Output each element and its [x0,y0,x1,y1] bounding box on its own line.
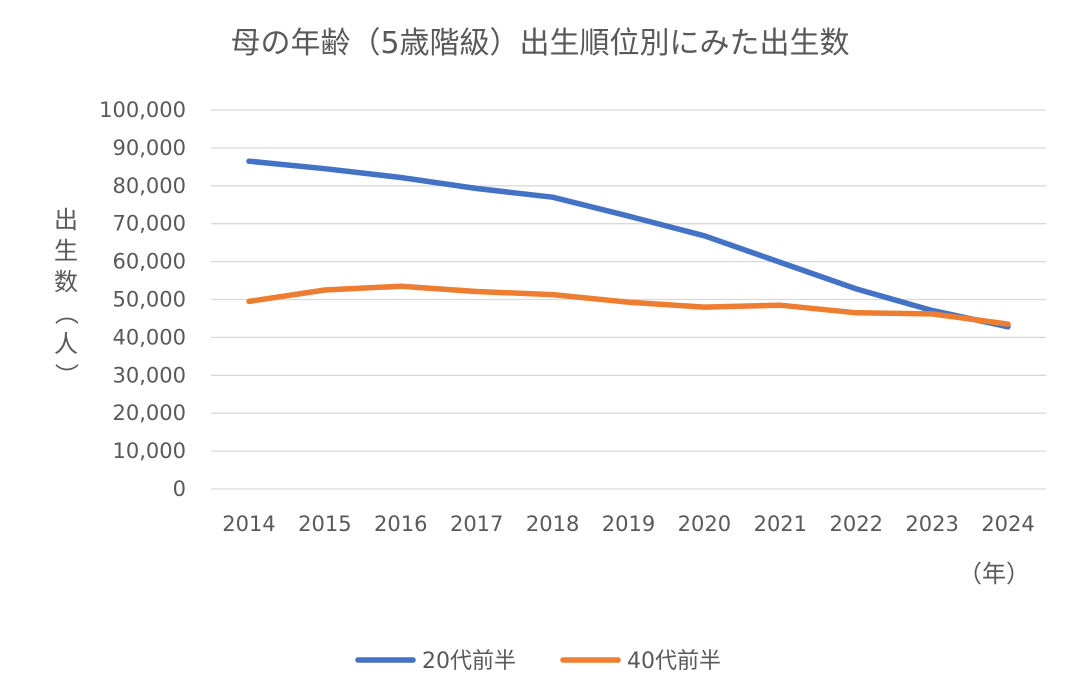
y-axis-title-char: 出 [54,206,78,234]
x-tick-label: 2023 [905,512,958,536]
y-axis-title-char: （ [52,301,80,325]
y-tick-label: 90,000 [113,136,186,160]
legend-label: 40代前半 [627,649,721,674]
y-axis-tick-labels: 0 10,000 20,000 30,000 40,000 50,000 60,000 70,… [99,98,186,501]
x-tick-label: 2017 [450,512,503,536]
y-tick-label: 30,000 [113,363,186,387]
series-line-1 [246,158,1011,330]
x-axis-tick-labels: 2014 2015 2016 2017 2018 2019 2020 2021 2022 2023… [222,512,1035,536]
x-axis-title: （年） [958,560,1030,588]
y-tick-label: 100,000 [99,98,186,122]
x-tick-label: 2014 [222,512,275,536]
y-axis-title-char: 生 [54,237,78,265]
legend: 20代前半 40代前半 [355,649,721,674]
series-line-2 [246,283,1011,327]
legend-label: 20代前半 [422,649,516,674]
y-tick-label: 0 [173,477,186,501]
y-tick-label: 50,000 [113,288,186,312]
y-tick-label: 10,000 [113,439,186,463]
x-tick-label: 2021 [754,512,807,536]
x-tick-label: 2015 [298,512,351,536]
y-tick-label: 20,000 [113,401,186,425]
y-axis-title-char: 人 [54,330,78,358]
y-tick-label: 60,000 [113,250,186,274]
x-tick-label: 2016 [374,512,427,536]
y-tick-label: 80,000 [113,174,186,198]
x-tick-label: 2020 [678,512,731,536]
y-axis-title: 出生数 （ 人 ） [52,206,80,387]
y-tick-label: 70,000 [113,212,186,236]
series-lines [246,158,1011,330]
x-tick-label: 2019 [602,512,655,536]
x-tick-label: 2024 [981,512,1034,536]
y-axis-title-char: 数 [54,268,78,296]
y-tick-label: 40,000 [113,325,186,349]
x-tick-label: 2022 [830,512,883,536]
y-axis-title-char: ） [52,363,80,387]
x-tick-label: 2018 [526,512,579,536]
chart-title: 母の年齢（5歳階級）出生順位別にみた出生数 [230,26,849,61]
